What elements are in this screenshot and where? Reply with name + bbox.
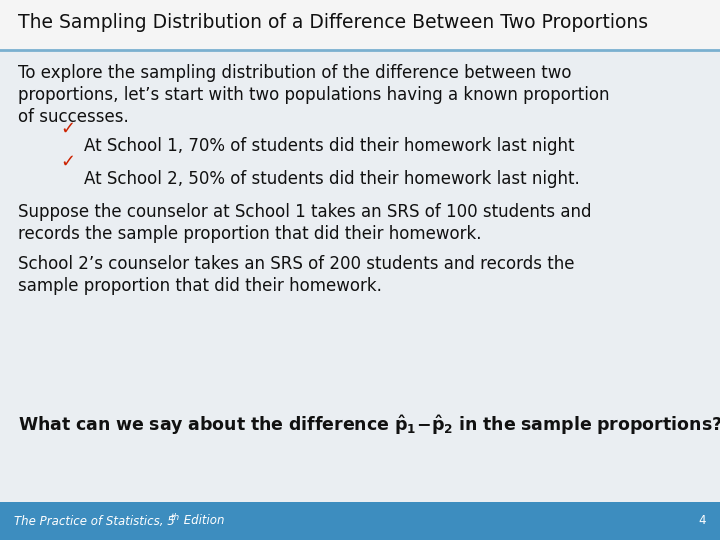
Text: ✓: ✓	[60, 120, 76, 138]
Text: th: th	[170, 514, 179, 523]
Text: Suppose the counselor at School 1 takes an SRS of 100 students and: Suppose the counselor at School 1 takes …	[18, 202, 592, 221]
Text: At School 2, 50% of students did their homework last night.: At School 2, 50% of students did their h…	[84, 170, 580, 187]
Text: The Sampling Distribution of a Difference Between Two Proportions: The Sampling Distribution of a Differenc…	[18, 14, 648, 32]
Text: of successes.: of successes.	[18, 108, 129, 126]
Bar	[0, 0, 720, 50]
Text: School 2’s counselor takes an SRS of 200 students and records the: School 2’s counselor takes an SRS of 200…	[18, 255, 575, 273]
Text: Edition: Edition	[180, 515, 225, 528]
Bar	[0, 502, 720, 540]
Text: records the sample proportion that did their homework.: records the sample proportion that did t…	[18, 225, 482, 242]
Text: proportions, let’s start with two populations having a known proportion: proportions, let’s start with two popula…	[18, 86, 610, 104]
Text: The Practice of Statistics, 5: The Practice of Statistics, 5	[14, 515, 175, 528]
Text: 4: 4	[698, 515, 706, 528]
Text: To explore the sampling distribution of the difference between two: To explore the sampling distribution of …	[18, 64, 572, 82]
Text: ✓: ✓	[60, 153, 76, 171]
Text: $\mathbf{What\ can\ we\ say\ about\ the\ difference\ }$$\mathbf{\hat{p}_1\!-\!\h: $\mathbf{What\ can\ we\ say\ about\ the\…	[18, 413, 720, 437]
Text: sample proportion that did their homework.: sample proportion that did their homewor…	[18, 278, 382, 295]
Text: At School 1, 70% of students did their homework last night: At School 1, 70% of students did their h…	[84, 137, 575, 154]
